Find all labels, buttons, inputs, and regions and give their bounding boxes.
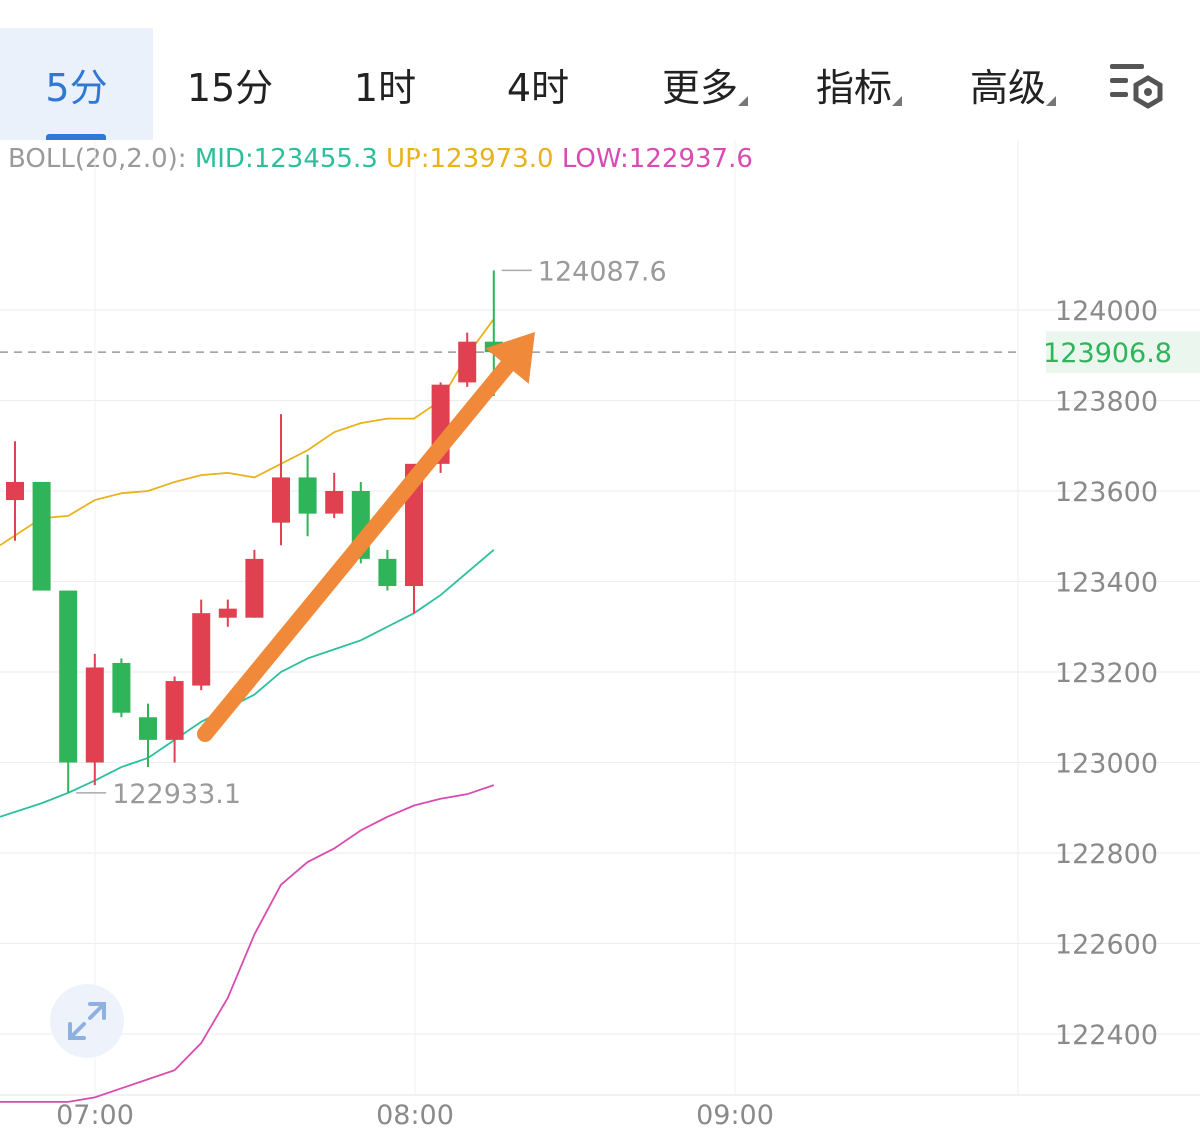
- tab-label: 15分: [186, 65, 274, 110]
- boll-upper-band: [0, 318, 495, 547]
- candle-body: [85, 667, 104, 763]
- tab-label: 指标: [815, 65, 892, 110]
- y-tick-label: 123000: [1055, 749, 1158, 780]
- lower-panel-edge: [0, 1134, 1200, 1144]
- tab-more-dropdown[interactable]: 更多: [640, 28, 760, 140]
- boll-indicator-legend: BOLL(20,2.0): MID:123455.3 UP:123973.0 L…: [8, 144, 753, 174]
- tab-5min[interactable]: 5分: [0, 28, 153, 140]
- y-tick-label: 122800: [1055, 839, 1158, 870]
- candle-body: [218, 608, 237, 618]
- fullscreen-button[interactable]: [50, 984, 124, 1058]
- y-tick-label: 122400: [1055, 1020, 1158, 1051]
- trend-arrow-shaft: [197, 358, 516, 742]
- boll-up-value: UP:123973.0: [386, 144, 554, 174]
- boll-lower-band: [0, 784, 495, 1103]
- candle-body: [139, 717, 157, 740]
- trend-arrow-head: [485, 332, 535, 384]
- tab-advanced-dropdown[interactable]: 高级: [948, 28, 1068, 140]
- tab-label: 1时: [353, 65, 417, 110]
- current-price-tag: [1046, 331, 1200, 374]
- tab-label: 更多: [661, 65, 738, 110]
- expand-icon: [68, 1002, 106, 1040]
- candlestick-chart: 124000 123800 123600 123400 123200 123000 1228…: [0, 140, 1200, 1131]
- boll-low-value: LOW:122937.6: [561, 144, 753, 174]
- candle-body: [59, 590, 78, 763]
- candle-body: [245, 558, 264, 618]
- candle-body: [298, 477, 317, 514]
- tab-label: 高级: [969, 65, 1046, 110]
- active-tab-indicator: [46, 134, 106, 140]
- candle-body: [165, 681, 184, 740]
- tab-15min[interactable]: 15分: [170, 28, 290, 140]
- candle-body: [112, 662, 131, 713]
- candle-body: [378, 558, 397, 587]
- y-tick-label: 123200: [1055, 658, 1158, 689]
- candle-body: [325, 491, 344, 514]
- dropdown-caret-icon: [892, 96, 902, 106]
- candle-body: [192, 613, 211, 686]
- candle-body: [272, 477, 290, 523]
- y-tick-label: 122600: [1055, 930, 1158, 961]
- y-tick-label: 123400: [1055, 568, 1158, 599]
- low-price-label: 122933.1: [112, 779, 241, 810]
- y-tick-label: 123800: [1055, 387, 1158, 418]
- timeframe-tabbar: 5分 15分 1时 4时 更多 指标 高级: [0, 0, 1200, 140]
- tab-label: 5分: [45, 65, 108, 110]
- y-tick-label: 123600: [1055, 477, 1158, 508]
- x-tick-label: 07:00: [56, 1100, 134, 1131]
- tab-4hour[interactable]: 4时: [478, 28, 598, 140]
- dropdown-caret-icon: [738, 96, 748, 106]
- boll-mid-value: MID:123455.3: [194, 144, 378, 174]
- chart-settings-icon: [1110, 64, 1163, 109]
- tab-1hour[interactable]: 1时: [325, 28, 445, 140]
- candle-body: [458, 341, 477, 383]
- x-tick-label: 08:00: [376, 1100, 454, 1131]
- boll-name: BOLL(20,2.0):: [8, 144, 187, 174]
- chart-settings-button[interactable]: [1106, 58, 1166, 114]
- candle-body: [6, 481, 24, 501]
- dropdown-caret-icon: [1046, 96, 1056, 106]
- high-price-label: 124087.6: [538, 256, 667, 287]
- tab-indicators-dropdown[interactable]: 指标: [794, 28, 914, 140]
- candle-body: [32, 481, 51, 591]
- current-price-label: 123906.8: [1043, 338, 1172, 369]
- y-tick-label: 124000: [1055, 296, 1158, 327]
- x-tick-label: 09:00: [696, 1100, 774, 1131]
- tab-label: 4时: [506, 65, 570, 110]
